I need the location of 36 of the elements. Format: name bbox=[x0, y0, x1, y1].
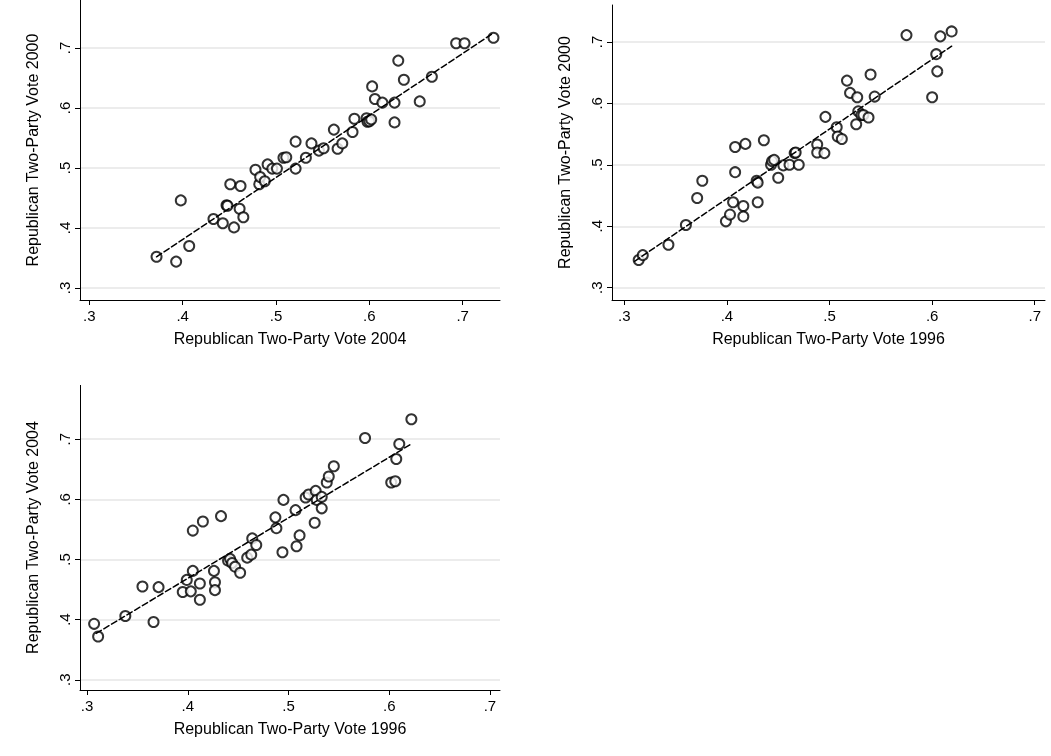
x-tick-label: .6 bbox=[382, 697, 396, 714]
x-tick-label: .6 bbox=[925, 307, 939, 324]
x-tick-label: .3 bbox=[618, 307, 631, 324]
x-axis-title: Republican Two-Party Vote 2004 bbox=[173, 329, 407, 347]
x-tick-label: .3 bbox=[80, 697, 94, 714]
y-tick-label: .3 bbox=[56, 673, 73, 687]
x-tick-label: .4 bbox=[720, 307, 734, 324]
y-tick-label: .5 bbox=[56, 161, 73, 175]
y-tick-label: .3 bbox=[56, 281, 73, 295]
x-tick-label: .7 bbox=[483, 697, 497, 714]
x-tick-label: .7 bbox=[1028, 307, 1041, 324]
x-tick-label: .6 bbox=[363, 307, 376, 324]
x-tick-label: .7 bbox=[456, 307, 469, 324]
y-tick-label: .7 bbox=[56, 41, 73, 55]
x-tick-label: .3 bbox=[83, 307, 96, 324]
y-tick-label: .5 bbox=[588, 158, 605, 172]
x-tick-label: .5 bbox=[269, 307, 283, 324]
y-axis-title: Republican Two-Party Vote 2004 bbox=[23, 421, 41, 654]
x-tick-label: .5 bbox=[823, 307, 836, 324]
y-tick-label: .5 bbox=[56, 553, 73, 566]
y-tick-label: .3 bbox=[588, 281, 605, 294]
x-tick-label: .4 bbox=[181, 697, 195, 714]
x-tick-label: .5 bbox=[282, 697, 295, 714]
y-axis-title: Republican Two-Party Vote 2000 bbox=[23, 33, 41, 267]
y-tick-label: .4 bbox=[56, 221, 73, 235]
x-axis-title: Republican Two-Party Vote 1996 bbox=[173, 719, 407, 737]
y-tick-label: .7 bbox=[588, 35, 605, 49]
y-tick-label: .6 bbox=[588, 97, 605, 110]
x-axis-title: Republican Two-Party Vote 1996 bbox=[712, 329, 945, 347]
y-tick-label: .4 bbox=[56, 613, 73, 626]
x-tick-label: .4 bbox=[176, 307, 189, 324]
y-tick-label: .6 bbox=[56, 493, 73, 506]
y-tick-label: .7 bbox=[56, 432, 73, 446]
y-axis-title: Republican Two-Party Vote 2000 bbox=[555, 36, 573, 269]
y-tick-label: .6 bbox=[56, 101, 73, 115]
y-tick-label: .4 bbox=[588, 219, 605, 233]
